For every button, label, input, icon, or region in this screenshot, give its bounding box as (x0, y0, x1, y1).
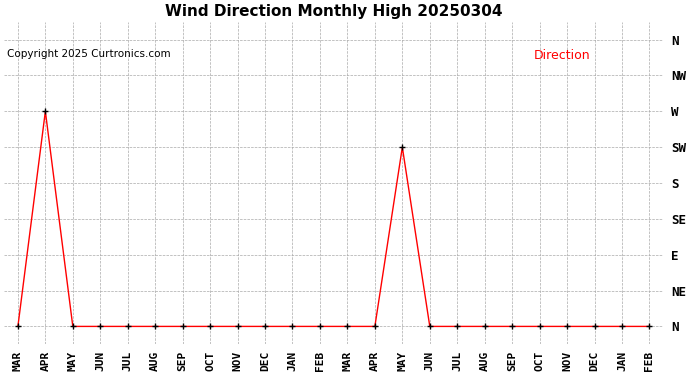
Title: Wind Direction Monthly High 20250304: Wind Direction Monthly High 20250304 (165, 4, 502, 19)
Text: Direction: Direction (533, 49, 590, 62)
Text: Copyright 2025 Curtronics.com: Copyright 2025 Curtronics.com (7, 49, 170, 59)
